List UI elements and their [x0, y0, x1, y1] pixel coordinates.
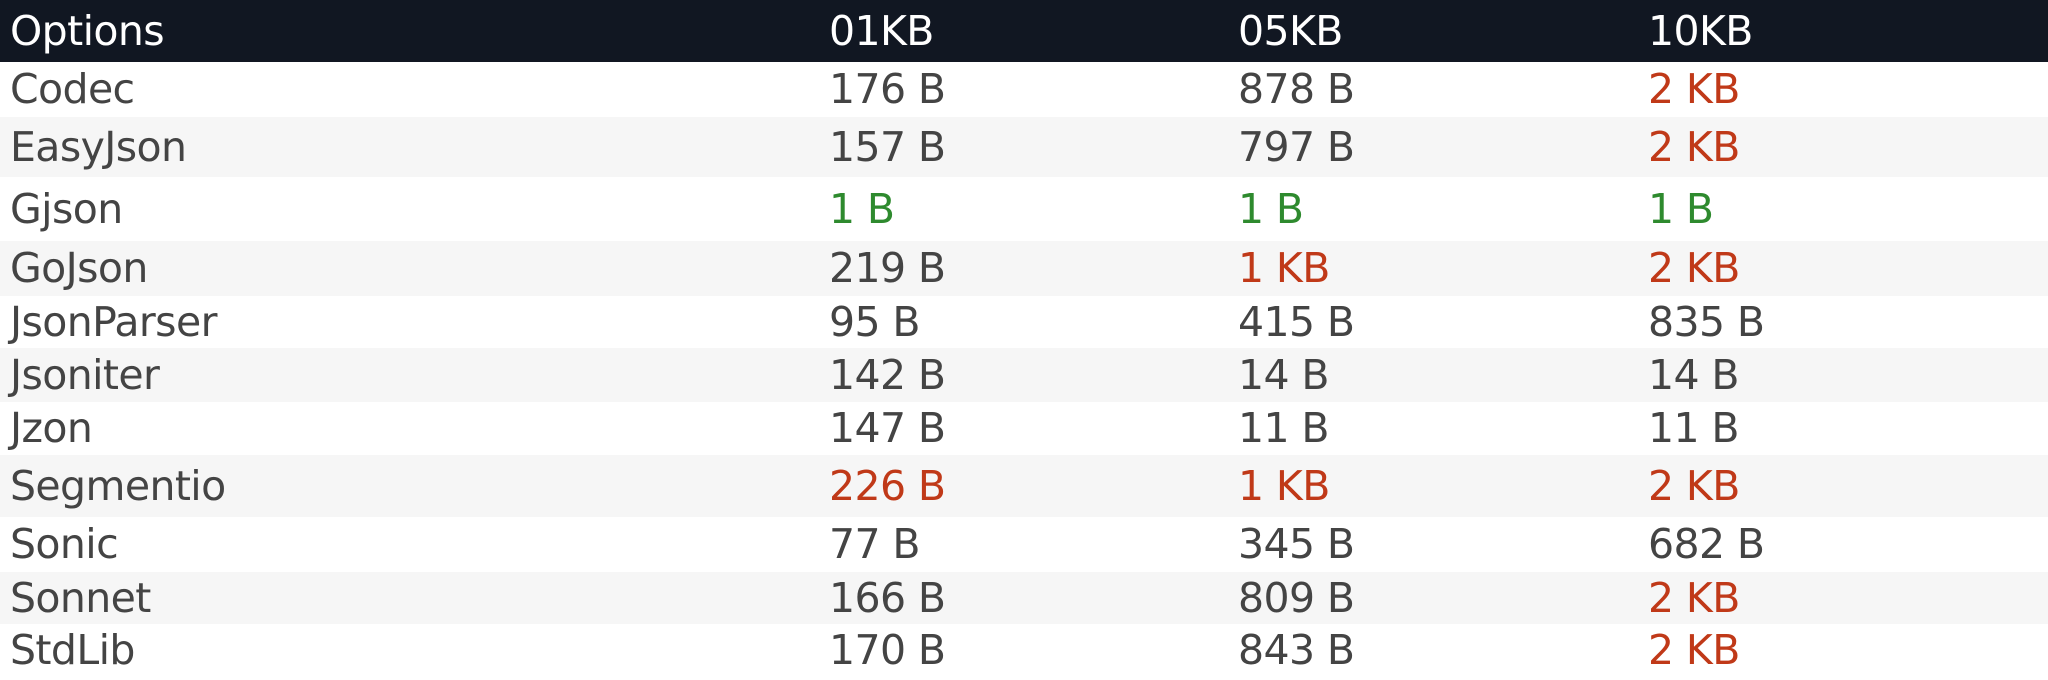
- cell-05kb: 415 B: [1238, 297, 1355, 346]
- cell-10kb: 11 B: [1648, 404, 1740, 452]
- cell-05kb: 797 B: [1238, 122, 1355, 171]
- header-options: Options: [10, 6, 165, 55]
- row-name: Sonic: [10, 520, 119, 568]
- cell-05kb: 1 B: [1238, 184, 1304, 233]
- table-row: Codec 176 B 878 B 2 KB: [0, 62, 2048, 117]
- table-row: Sonic 77 B 345 B 682 B: [0, 517, 2048, 572]
- header-10kb: 10KB: [1648, 6, 1753, 55]
- row-name: Jzon: [10, 404, 93, 452]
- row-name: StdLib: [10, 625, 135, 674]
- cell-01kb: 170 B: [829, 625, 946, 674]
- header-05kb: 05KB: [1238, 6, 1343, 55]
- table-row: Segmentio 226 B 1 KB 2 KB: [0, 455, 2048, 517]
- row-name: EasyJson: [10, 122, 187, 171]
- cell-01kb: 1 B: [829, 184, 895, 233]
- cell-05kb: 1 KB: [1238, 244, 1330, 292]
- table-row: Sonnet 166 B 809 B 2 KB: [0, 572, 2048, 624]
- row-name: Codec: [10, 65, 135, 113]
- cell-05kb: 809 B: [1238, 573, 1355, 622]
- cell-01kb: 95 B: [829, 297, 921, 346]
- row-name: Jsoniter: [10, 350, 160, 399]
- cell-01kb: 219 B: [829, 244, 946, 292]
- cell-10kb: 1 B: [1648, 184, 1714, 233]
- row-name: Sonnet: [10, 573, 151, 622]
- cell-01kb: 157 B: [829, 122, 946, 171]
- table-row: JsonParser 95 B 415 B 835 B: [0, 296, 2048, 348]
- cell-10kb: 2 KB: [1648, 244, 1740, 292]
- row-name: Gjson: [10, 184, 123, 233]
- cell-05kb: 843 B: [1238, 625, 1355, 674]
- row-name: Segmentio: [10, 461, 226, 510]
- cell-10kb: 835 B: [1648, 297, 1765, 346]
- cell-05kb: 878 B: [1238, 65, 1355, 113]
- table-row: StdLib 170 B 843 B 2 KB: [0, 624, 2048, 676]
- cell-10kb: 2 KB: [1648, 461, 1740, 510]
- cell-05kb: 14 B: [1238, 350, 1330, 399]
- cell-10kb: 14 B: [1648, 350, 1740, 399]
- table-row: Jsoniter 142 B 14 B 14 B: [0, 348, 2048, 402]
- cell-01kb: 142 B: [829, 350, 946, 399]
- cell-05kb: 1 KB: [1238, 461, 1330, 510]
- cell-01kb: 166 B: [829, 573, 946, 622]
- table-row: GoJson 219 B 1 KB 2 KB: [0, 241, 2048, 296]
- cell-01kb: 147 B: [829, 404, 946, 452]
- table-header: Options 01KB 05KB 10KB: [0, 0, 2048, 62]
- table-row: EasyJson 157 B 797 B 2 KB: [0, 117, 2048, 177]
- cell-10kb: 2 KB: [1648, 122, 1740, 171]
- cell-10kb: 682 B: [1648, 520, 1765, 568]
- cell-01kb: 226 B: [829, 461, 946, 510]
- cell-01kb: 77 B: [829, 520, 921, 568]
- header-01kb: 01KB: [829, 6, 934, 55]
- table-row: Gjson 1 B 1 B 1 B: [0, 177, 2048, 241]
- cell-01kb: 176 B: [829, 65, 946, 113]
- table-row: Jzon 147 B 11 B 11 B: [0, 402, 2048, 455]
- cell-10kb: 2 KB: [1648, 65, 1740, 113]
- cell-10kb: 2 KB: [1648, 625, 1740, 674]
- row-name: JsonParser: [10, 297, 217, 346]
- cell-05kb: 11 B: [1238, 404, 1330, 452]
- cell-05kb: 345 B: [1238, 520, 1355, 568]
- row-name: GoJson: [10, 244, 148, 292]
- cell-10kb: 2 KB: [1648, 573, 1740, 622]
